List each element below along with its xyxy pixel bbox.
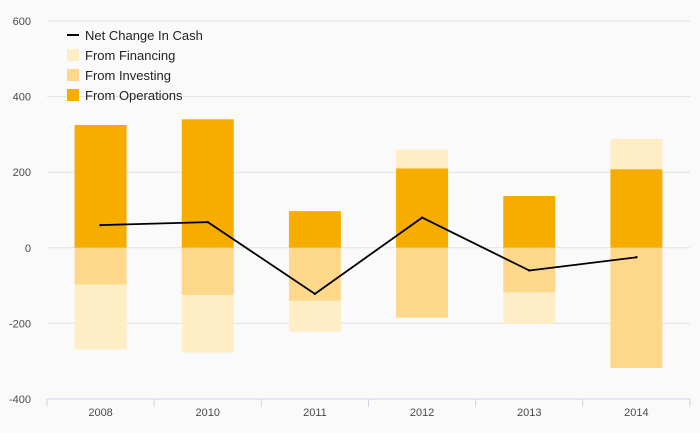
bar-from-operations-2012 [396, 168, 449, 248]
bar-from-financing-2008 [74, 284, 127, 350]
bar-from-operations-2013 [503, 196, 556, 248]
net-change-point-2011 [313, 292, 317, 296]
x-axis-tick-labels: 2008 2010 2011 2012 2013 2014 [88, 407, 648, 419]
net-change-point-2008 [99, 223, 102, 227]
legend-label: From Financing [85, 48, 175, 63]
legend-label: From Operations [85, 88, 183, 103]
net-change-point-2013 [528, 269, 531, 272]
legend-item-from-operations[interactable]: From Operations [67, 88, 183, 103]
bar-from-operations-2010 [181, 119, 234, 248]
y-tick-label: 400 [13, 92, 31, 104]
x-tick-label: 2010 [196, 407, 220, 419]
legend-item-from-financing[interactable]: From Financing [67, 48, 175, 63]
legend-item-net-change-in-cash[interactable]: Net Change In Cash [67, 28, 203, 43]
bar-from-financing-2012 [396, 149, 449, 169]
net-change-point-2010 [206, 220, 209, 224]
y-tick-label: -400 [9, 394, 31, 406]
x-tick-label: 2014 [624, 407, 648, 419]
legend-color-swatch [67, 89, 79, 101]
bar-from-investing-2010 [181, 247, 234, 296]
bar-from-investing-2011 [288, 247, 341, 301]
net-change-line-group [99, 216, 638, 296]
legend-color-swatch [67, 69, 79, 81]
x-tick-label: 2008 [88, 407, 112, 419]
bar-from-financing-2011 [288, 300, 341, 332]
x-tick-label: 2013 [517, 407, 541, 419]
net-change-point-2014 [635, 256, 638, 259]
x-axis [46, 398, 691, 407]
legend-label: Net Change In Cash [85, 28, 203, 43]
bars [74, 119, 663, 369]
bar-from-financing-2013 [503, 292, 556, 324]
x-tick-label: 2012 [410, 407, 434, 419]
bar-from-investing-2008 [74, 247, 127, 285]
legend-color-swatch [67, 49, 79, 61]
bar-from-financing-2014 [610, 138, 663, 170]
bar-from-operations-2014 [610, 169, 663, 248]
bar-from-operations-2011 [288, 211, 341, 248]
net-change-line [100, 216, 637, 295]
legend-item-from-investing[interactable]: From Investing [67, 68, 171, 83]
y-tick-label: 0 [25, 243, 31, 255]
bar-from-financing-2010 [181, 295, 234, 353]
bar-from-operations-2008 [74, 124, 127, 248]
bar-from-investing-2014 [610, 247, 663, 369]
bar-from-investing-2012 [396, 247, 449, 318]
legend: Net Change In Cash From Financing From Inv… [67, 28, 203, 103]
y-tick-label: 200 [13, 167, 31, 179]
x-tick-label: 2011 [303, 407, 327, 419]
net-change-point-2012 [420, 216, 424, 219]
y-axis-tick-labels: 600 400 200 0 -200 -400 [9, 16, 31, 406]
legend-label: From Investing [85, 68, 171, 83]
y-tick-label: -200 [9, 318, 31, 330]
y-tick-label: 600 [13, 16, 31, 28]
